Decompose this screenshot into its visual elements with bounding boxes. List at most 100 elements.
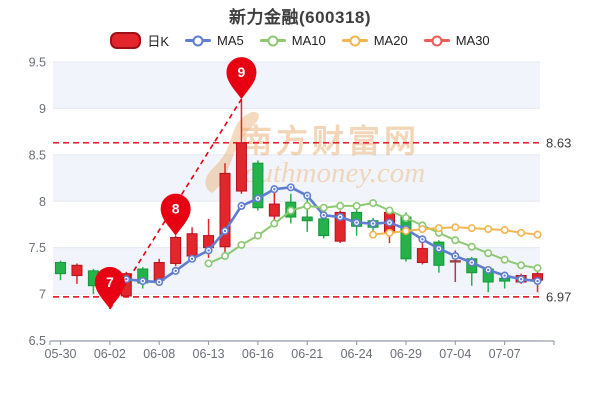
ma-point-dot [355, 221, 358, 224]
ma-point [352, 201, 361, 210]
candle-body [235, 142, 247, 192]
ma-point-dot [306, 194, 309, 197]
ma-point [237, 240, 246, 249]
y-tick-label: 6.5 [29, 334, 46, 348]
ma-point-dot [454, 254, 457, 258]
ma-point [533, 264, 542, 273]
candle-body [301, 216, 313, 222]
candle-06-28 [384, 210, 395, 244]
ma-point [418, 225, 427, 234]
ma10-line [204, 199, 542, 273]
ma-point [369, 199, 378, 208]
x-tick-label: 06-02 [94, 347, 126, 361]
watermark-text: 南方财富网 [240, 123, 420, 159]
candle-06-17 [268, 191, 280, 223]
legend-item-ma20: MA20 [341, 33, 408, 48]
candle-body [219, 172, 231, 248]
candle-05-30 [55, 260, 66, 281]
legend-label: 日K [147, 34, 170, 49]
ma-point [434, 224, 443, 233]
candle-body [449, 260, 461, 263]
ma-point [253, 231, 262, 240]
legend-label: MA10 [291, 33, 326, 48]
ma-point [286, 206, 295, 215]
ma-point [517, 261, 526, 270]
watermark-logo-icon [205, 111, 259, 193]
ma-point-dot [470, 261, 473, 264]
legend-item-ma5: MA5 [185, 33, 244, 48]
y-tick-label: 7 [39, 288, 46, 302]
reference-line-label: 8.63 [546, 135, 571, 150]
ma-point [319, 203, 328, 212]
ma-point [401, 226, 410, 235]
candle-body [186, 233, 198, 257]
pin-icon [226, 57, 257, 100]
ma20-swatch-icon [341, 35, 368, 46]
ma-point [204, 259, 213, 268]
ma-point [385, 206, 394, 215]
ma-point [484, 249, 493, 258]
candle-body [71, 264, 83, 277]
ma-point-dot [338, 215, 342, 219]
ma-point-dot [141, 279, 144, 283]
ma-point [533, 230, 542, 239]
candle-body [318, 218, 330, 237]
ma-point-dot [125, 278, 128, 281]
ma-point [401, 213, 410, 222]
ma-point-dot [421, 238, 424, 241]
ma-point [336, 201, 345, 210]
ma-point [385, 228, 394, 237]
x-tick-label: 06-16 [242, 347, 274, 361]
candlestick-swatch-icon [110, 32, 142, 49]
ma-point [484, 225, 493, 234]
candle-06-16 [252, 160, 264, 211]
pin-label: 8 [172, 201, 180, 217]
candle-05-31 [71, 263, 83, 284]
x-tick-label: 06-29 [390, 347, 422, 361]
candle-body [416, 248, 428, 264]
y-tick-label: 8 [39, 195, 46, 209]
x-tick-label: 06-24 [341, 347, 373, 361]
x-tick-label: 06-13 [193, 347, 225, 361]
ma-point-dot [388, 221, 391, 224]
ma-point [517, 228, 526, 237]
ma10-swatch-icon [259, 35, 286, 46]
pin-label: 7 [106, 274, 114, 290]
candle-06-30 [416, 239, 428, 265]
ma-point-dot [371, 222, 375, 225]
legend-label: MA5 [217, 33, 244, 48]
ma-point-dot [487, 268, 490, 272]
ma-point [467, 242, 476, 251]
ma5-swatch-icon [185, 35, 212, 46]
ma-point-dot [289, 186, 292, 189]
x-tick-label: 06-21 [291, 347, 323, 361]
watermark-url-text: outhmoney.com [244, 157, 425, 189]
legend-item-ma30: MA30 [423, 33, 490, 48]
ma-point [451, 223, 460, 232]
marker-pin-9: 9 [226, 57, 257, 100]
legend-label: MA30 [455, 33, 490, 48]
ma20-line [369, 223, 542, 239]
ma-point-dot [519, 278, 523, 281]
ma-point-dot [207, 249, 210, 252]
ma-point [270, 219, 279, 228]
reference-line-label: 6.97 [546, 289, 571, 304]
ma-point [451, 236, 460, 245]
candle-body [400, 216, 412, 260]
y-tick-label: 8.5 [29, 148, 46, 162]
y-tick-label: 7.5 [29, 241, 46, 255]
y-tick-label: 9.5 [29, 56, 46, 70]
x-tick-label: 06-08 [143, 347, 175, 361]
x-tick-label: 07-07 [489, 347, 521, 361]
candle-body [170, 236, 182, 264]
marker-pin-8: 8 [160, 193, 191, 236]
candle-body [268, 203, 280, 217]
pin-label: 9 [238, 64, 246, 80]
ma-point-dot [256, 197, 260, 200]
price-band [53, 62, 540, 109]
candle-06-15 [235, 99, 247, 194]
candle-body [153, 262, 165, 281]
ma-point [369, 230, 378, 239]
candle-06-21 [301, 195, 313, 232]
